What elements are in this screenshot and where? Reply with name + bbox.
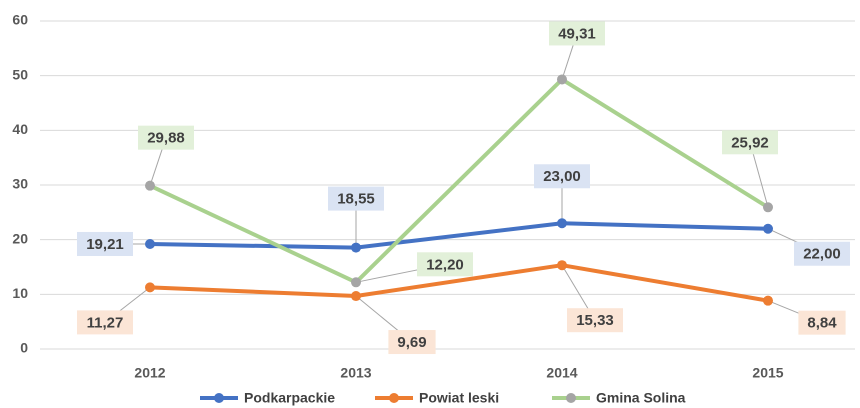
data-label-box [794,241,850,266]
data-label-box [417,252,473,277]
marker [557,260,567,271]
data-label: 19,21 [86,236,124,253]
data-label: 22,00 [803,246,841,263]
marker [351,277,361,288]
marker [145,180,155,191]
data-label-box [138,125,194,150]
marker [763,202,773,213]
data-label-box [328,186,384,211]
legend-marker [566,393,576,403]
legend-marker [389,393,399,403]
data-label: 49,31 [558,25,596,42]
data-label: 25,92 [731,134,769,151]
marker [763,295,773,306]
y-tick-label: 30 [12,176,28,192]
data-label-box [722,130,778,155]
data-label: 11,27 [87,314,124,331]
legend-label: Powiat leski [419,390,499,406]
x-tick-label: 2014 [546,365,577,381]
data-label: 23,00 [543,168,581,185]
data-label-box [798,310,846,335]
x-tick-label: 2015 [752,365,783,381]
x-tick-label: 2012 [134,365,165,381]
data-label: 12,20 [426,256,464,273]
y-tick-label: 40 [12,121,28,137]
marker [763,223,773,234]
marker [557,74,567,85]
data-label-box [549,21,605,46]
legend-label: Podkarpackie [244,390,335,406]
series-line [149,263,769,303]
legend-label: Gmina Solina [596,390,686,406]
marker [145,238,155,249]
data-label: 15,33 [576,312,614,329]
y-tick-label: 0 [20,340,28,356]
marker [351,242,361,253]
x-tick-label: 2013 [340,365,371,381]
data-label-box [567,308,623,333]
data-label-box [534,164,590,189]
legend-marker [214,393,224,403]
data-label: 8,84 [807,315,837,332]
data-label: 29,88 [147,130,185,147]
data-label: 9,69 [397,334,426,351]
series-line [149,221,769,250]
marker [351,291,361,302]
series-line [149,77,770,285]
data-label-box [77,310,133,335]
marker [557,218,567,229]
y-tick-label: 10 [12,285,28,301]
data-label-box [388,330,436,355]
data-label: 18,55 [337,191,375,208]
y-tick-label: 60 [12,12,28,28]
data-label-box [77,231,133,256]
y-tick-label: 20 [12,230,28,246]
marker [145,282,155,293]
y-tick-label: 50 [12,66,28,82]
